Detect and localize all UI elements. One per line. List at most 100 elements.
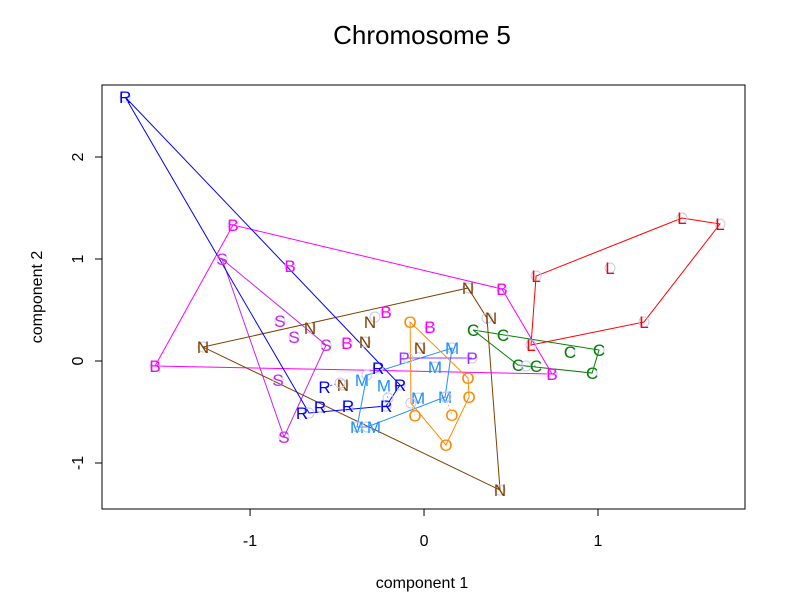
hull-O bbox=[409, 320, 470, 446]
point-marker bbox=[119, 91, 131, 103]
point-label-L: L bbox=[715, 215, 724, 234]
y-tick-label: 1 bbox=[70, 254, 87, 263]
plot-area-frame bbox=[101, 84, 746, 510]
hull-R bbox=[124, 96, 401, 414]
point-marker bbox=[463, 391, 475, 403]
point-label-C: C bbox=[593, 341, 605, 360]
point-marker bbox=[638, 316, 650, 328]
point-label-R: R bbox=[342, 397, 354, 416]
point-marker bbox=[404, 316, 416, 328]
point-marker bbox=[564, 346, 576, 358]
point-marker bbox=[361, 369, 373, 381]
point-marker bbox=[593, 344, 605, 356]
point-marker bbox=[359, 336, 371, 348]
y-tick-label: -1 bbox=[70, 456, 87, 470]
point-label-N: N bbox=[485, 309, 497, 328]
point-marker bbox=[197, 341, 209, 353]
point-marker bbox=[497, 329, 509, 341]
point-marker bbox=[284, 260, 296, 272]
label-leader-line bbox=[324, 382, 341, 388]
point-label-L: L bbox=[639, 313, 648, 332]
point-label-L: L bbox=[531, 267, 540, 286]
point-label-P: P bbox=[466, 349, 477, 368]
point-label-R: R bbox=[394, 376, 406, 395]
point-marker bbox=[440, 391, 452, 403]
point-label-R: R bbox=[380, 397, 392, 416]
point-label-M: M bbox=[377, 377, 391, 396]
y-tick-label: 2 bbox=[70, 152, 87, 161]
point-label-R: R bbox=[372, 359, 384, 378]
point-label-B: B bbox=[341, 334, 352, 353]
y-axis-label: component 2 bbox=[29, 251, 46, 344]
point-marker bbox=[525, 339, 537, 351]
hull-N bbox=[201, 287, 501, 491]
point-marker bbox=[361, 421, 373, 433]
point-label-S: S bbox=[216, 250, 227, 269]
point-marker bbox=[429, 361, 441, 373]
point-marker bbox=[676, 212, 688, 224]
point-label-B: B bbox=[496, 280, 507, 299]
point-label-C: C bbox=[530, 357, 542, 376]
point-label-B: B bbox=[424, 318, 435, 337]
point-marker bbox=[512, 359, 524, 371]
point-label-M: M bbox=[355, 371, 369, 390]
point-label-B: B bbox=[284, 257, 295, 276]
x-tick-label: -1 bbox=[243, 533, 257, 550]
point-marker bbox=[394, 379, 406, 391]
point-label-M: M bbox=[350, 418, 364, 437]
x-axis-label: component 1 bbox=[376, 575, 469, 592]
point-marker bbox=[227, 219, 239, 231]
point-label-O: O bbox=[403, 313, 416, 332]
point-label-N: N bbox=[364, 313, 376, 332]
point-label-M: M bbox=[367, 418, 381, 437]
point-marker bbox=[520, 360, 532, 372]
point-marker bbox=[274, 315, 286, 327]
point-marker bbox=[496, 283, 508, 295]
point-label-N: N bbox=[304, 319, 316, 338]
point-marker bbox=[546, 368, 558, 380]
point-label-S: S bbox=[278, 428, 289, 447]
point-label-L: L bbox=[605, 259, 614, 278]
point-label-S: S bbox=[274, 312, 285, 331]
point-marker bbox=[414, 342, 426, 354]
point-label-B: B bbox=[227, 216, 238, 235]
point-marker bbox=[334, 377, 346, 389]
hull-L bbox=[530, 217, 721, 346]
point-marker bbox=[481, 312, 493, 324]
point-marker bbox=[288, 331, 300, 343]
point-label-S: S bbox=[288, 328, 299, 347]
point-label-C: C bbox=[467, 321, 479, 340]
point-label-L: L bbox=[526, 336, 535, 355]
point-marker bbox=[494, 484, 506, 496]
point-marker bbox=[402, 352, 414, 364]
point-marker bbox=[314, 401, 326, 413]
point-marker bbox=[382, 392, 394, 404]
point-marker bbox=[380, 306, 392, 318]
point-marker bbox=[604, 262, 616, 274]
point-label-M: M bbox=[428, 358, 442, 377]
point-label-N: N bbox=[337, 376, 349, 395]
point-marker bbox=[467, 324, 479, 336]
point-label-S: S bbox=[320, 336, 331, 355]
point-label-P: P bbox=[398, 349, 409, 368]
point-label-N: N bbox=[197, 338, 209, 357]
hull-M bbox=[356, 347, 453, 428]
point-marker bbox=[304, 322, 316, 334]
point-label-B: B bbox=[380, 303, 391, 322]
hull-C bbox=[472, 329, 600, 374]
point-label-M: M bbox=[438, 388, 452, 407]
point-marker bbox=[303, 407, 315, 419]
point-marker bbox=[440, 439, 452, 451]
point-marker bbox=[337, 379, 349, 391]
point-marker bbox=[466, 352, 478, 364]
point-marker bbox=[462, 282, 474, 294]
point-marker bbox=[462, 372, 474, 384]
point-label-B: B bbox=[546, 365, 557, 384]
label-leader-line bbox=[445, 396, 453, 416]
hull-S bbox=[220, 257, 327, 439]
point-label-B: B bbox=[149, 357, 160, 376]
y-tick-label: 0 bbox=[70, 356, 87, 365]
point-marker bbox=[380, 400, 392, 412]
point-marker bbox=[342, 400, 354, 412]
